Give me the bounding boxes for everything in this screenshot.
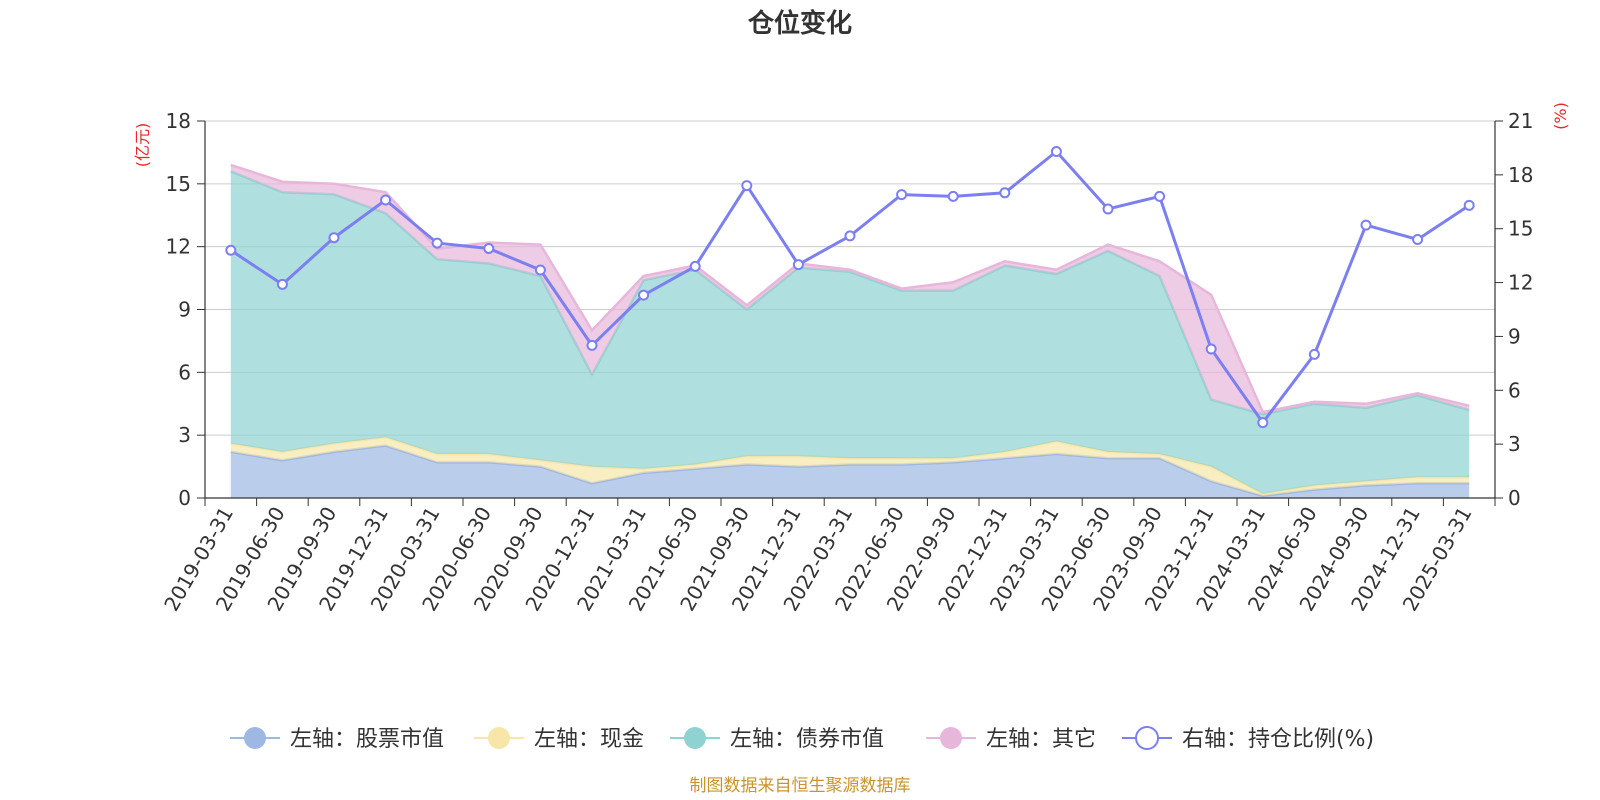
ratio-point xyxy=(380,194,392,206)
ratio-point xyxy=(1102,203,1114,215)
legend: 左轴：股票市值 左轴：现金 左轴：债券市值 左轴：其它 右轴：持仓比例(%) xyxy=(230,726,1374,752)
legend-marker xyxy=(1135,726,1159,750)
right-tick-label: 15 xyxy=(1508,217,1533,241)
legend-marker xyxy=(244,727,266,749)
ratio-point xyxy=(1360,219,1372,231)
ratio-point xyxy=(1412,233,1424,245)
ratio-point xyxy=(534,264,546,276)
right-tick-label: 9 xyxy=(1508,324,1521,348)
legend-label: 左轴：债券市值 xyxy=(730,727,884,752)
ratio-point xyxy=(638,289,650,301)
source-note: 制图数据来自恒生聚源数据库 xyxy=(690,776,911,796)
ratio-point xyxy=(1154,190,1166,202)
ratio-point xyxy=(431,237,443,249)
left-tick-label: 0 xyxy=(178,486,191,510)
left-tick-label: 15 xyxy=(166,172,191,196)
ratio-point xyxy=(1205,343,1217,355)
left-axis-unit: (亿元) xyxy=(133,123,152,168)
legend-label: 左轴：现金 xyxy=(534,727,644,752)
ratio-point xyxy=(328,232,340,244)
area-edge-other xyxy=(230,163,1470,414)
right-tick-label: 12 xyxy=(1508,271,1533,295)
right-tick-label: 6 xyxy=(1508,378,1521,402)
right-tick-label: 18 xyxy=(1508,163,1533,187)
ratio-point xyxy=(1463,199,1475,211)
ratio-point xyxy=(844,230,856,242)
area-series xyxy=(230,163,1470,498)
ratio-point xyxy=(225,244,237,256)
legend-label: 左轴：股票市值 xyxy=(290,727,444,752)
ratio-point xyxy=(896,189,908,201)
ratio-point xyxy=(1050,146,1062,158)
ratio-point xyxy=(947,190,959,202)
left-tick-label: 6 xyxy=(178,360,191,384)
left-tick-label: 3 xyxy=(178,423,191,447)
ratio-point xyxy=(586,339,598,351)
left-tick-label: 18 xyxy=(166,109,191,133)
right-tick-label: 3 xyxy=(1508,432,1521,456)
ratio-point xyxy=(689,260,701,272)
legend-marker xyxy=(940,727,962,749)
ratio-line-series xyxy=(225,146,1475,429)
legend-label: 右轴：持仓比例(%) xyxy=(1182,727,1374,752)
ratio-point xyxy=(792,259,804,271)
left-tick-label: 12 xyxy=(166,235,191,259)
legend-marker xyxy=(684,727,706,749)
area-other xyxy=(230,165,1470,415)
ratio-point xyxy=(741,180,753,192)
right-tick-label: 0 xyxy=(1508,486,1521,510)
area-cash xyxy=(230,437,1470,496)
right-tick-label: 21 xyxy=(1508,109,1533,133)
chart-title: 仓位变化 xyxy=(747,8,852,39)
area-bond xyxy=(230,171,1470,494)
legend-marker xyxy=(488,727,510,749)
ratio-point xyxy=(999,187,1011,199)
ratio-point xyxy=(1257,417,1269,429)
left-tick-label: 9 xyxy=(178,298,191,322)
ratio-point xyxy=(276,278,288,290)
ratio-point xyxy=(1308,348,1320,360)
right-axis-unit: (%) xyxy=(1551,102,1570,130)
legend-label: 左轴：其它 xyxy=(986,727,1096,752)
ratio-point xyxy=(483,242,495,254)
